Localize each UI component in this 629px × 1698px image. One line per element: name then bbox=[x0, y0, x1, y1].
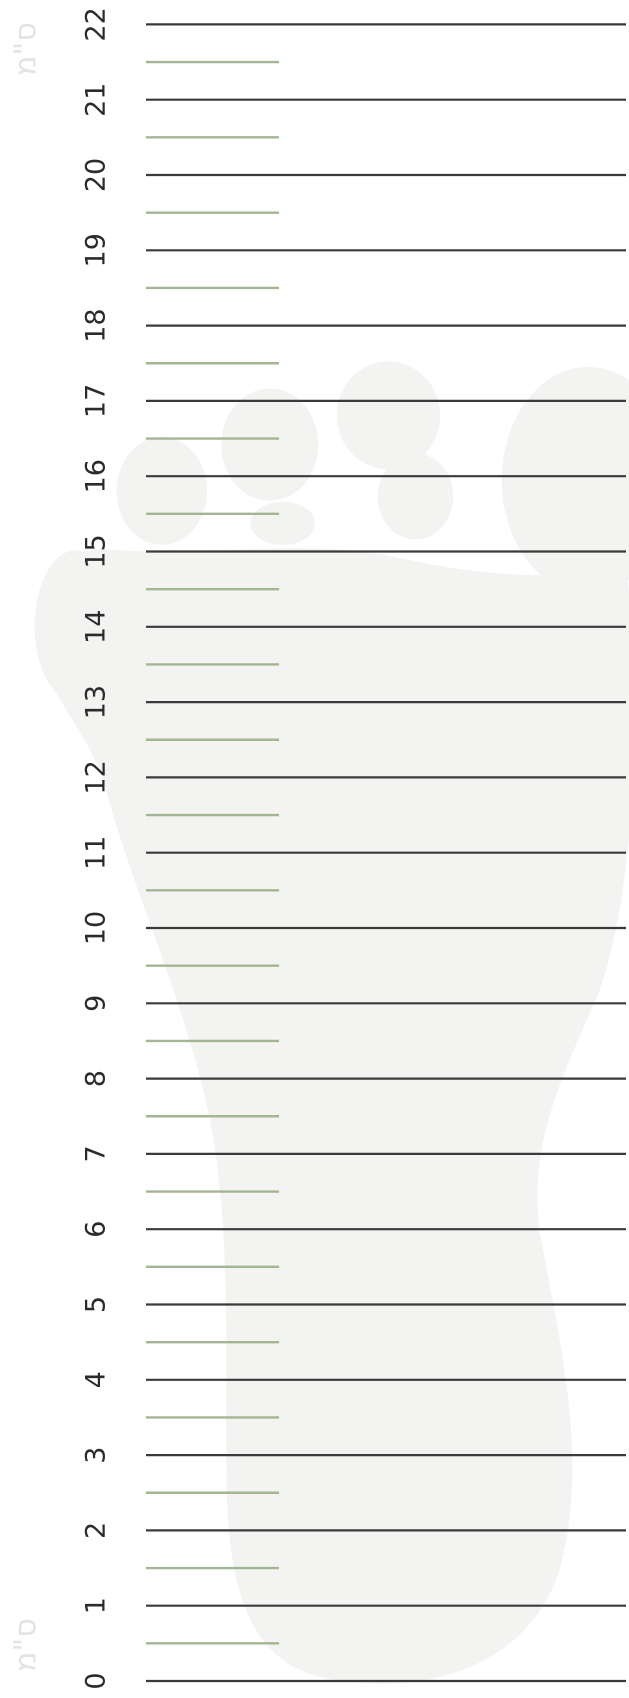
cm-label: 17 bbox=[81, 384, 112, 418]
unit-label: ס"מ bbox=[9, 22, 44, 76]
cm-label: 5 bbox=[81, 1296, 112, 1313]
foot-silhouette bbox=[35, 361, 629, 1683]
cm-label: 16 bbox=[81, 459, 112, 493]
cm-label: 10 bbox=[81, 911, 112, 945]
cm-label: 22 bbox=[81, 7, 112, 41]
cm-label: 8 bbox=[81, 1070, 112, 1087]
cm-label: 9 bbox=[81, 995, 112, 1012]
cm-label: 14 bbox=[81, 610, 112, 644]
cm-label: 2 bbox=[81, 1522, 112, 1539]
cm-label: 18 bbox=[81, 308, 112, 342]
cm-label: 6 bbox=[81, 1221, 112, 1238]
cm-label: 19 bbox=[81, 233, 112, 267]
cm-label: 7 bbox=[81, 1145, 112, 1162]
cm-label: 20 bbox=[81, 158, 112, 192]
cm-label: 0 bbox=[81, 1672, 112, 1689]
cm-label: 12 bbox=[81, 760, 112, 794]
unit-label: ס"מ bbox=[9, 1618, 44, 1672]
cm-label: 13 bbox=[81, 685, 112, 719]
cm-label: 3 bbox=[81, 1447, 112, 1464]
cm-label: 11 bbox=[81, 836, 112, 870]
page: ס"מ ס"מ 01234567891011121314151617181920… bbox=[0, 0, 629, 1698]
cm-label: 21 bbox=[81, 83, 112, 117]
cm-label: 4 bbox=[81, 1371, 112, 1388]
foot-ruler: ס"מ ס"מ 01234567891011121314151617181920… bbox=[0, 0, 629, 1698]
cm-label: 15 bbox=[81, 534, 112, 568]
cm-label: 1 bbox=[81, 1597, 112, 1614]
